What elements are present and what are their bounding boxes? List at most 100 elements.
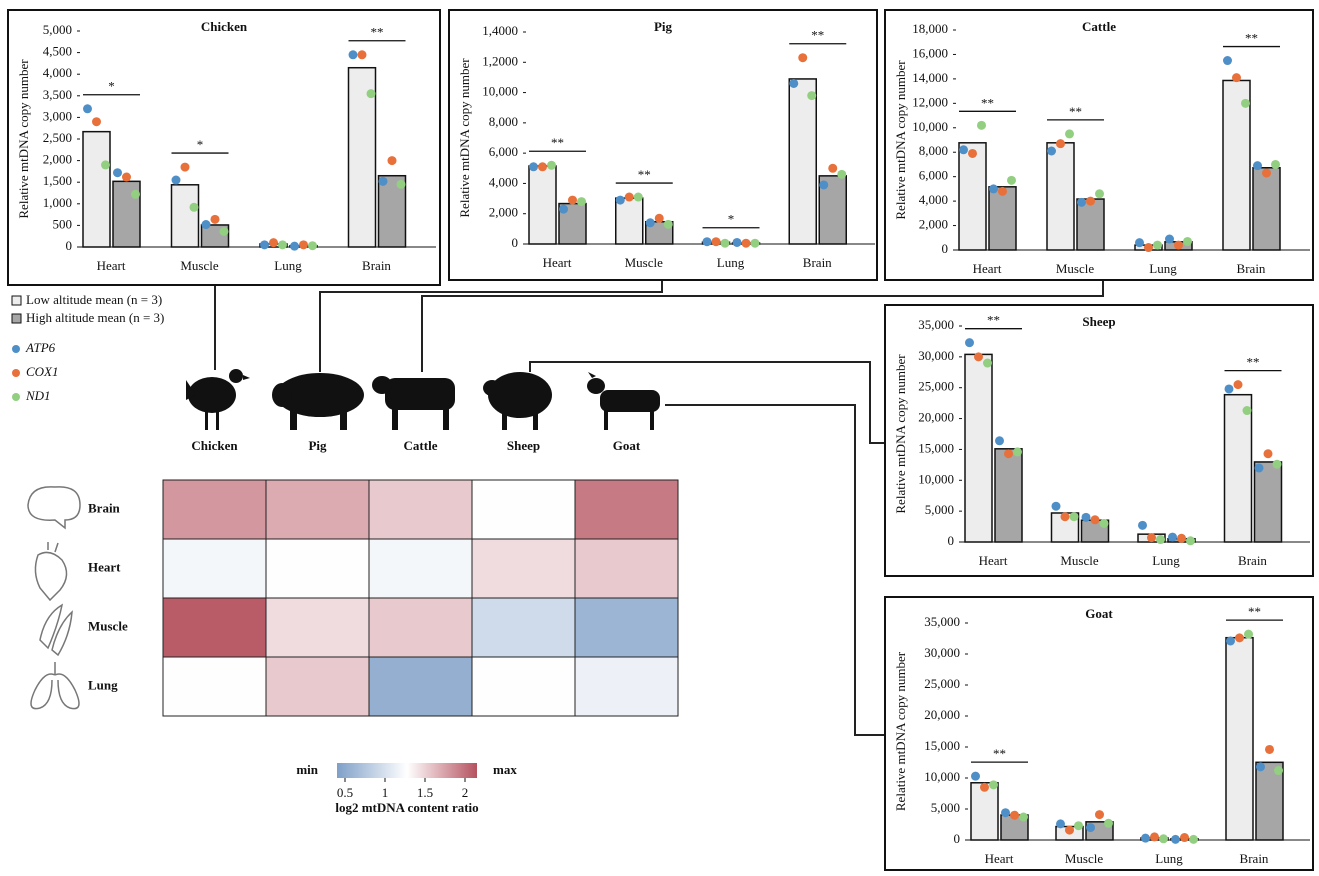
legend-label: ATP6 <box>25 340 56 355</box>
y-tick-label: 8,000 <box>489 114 518 129</box>
heatmap-cell <box>163 657 266 716</box>
y-tick-label: 10,000 <box>918 471 954 486</box>
organ-icons <box>28 487 80 709</box>
y-tick-label: 2,000 <box>43 152 72 167</box>
colorbar-tick-label: 1 <box>382 785 389 800</box>
data-point <box>1001 808 1010 817</box>
heatmap-cell <box>472 480 575 539</box>
data-point <box>995 436 1004 445</box>
data-point <box>172 176 181 185</box>
y-tick-label: 1,000 <box>43 195 72 210</box>
x-tick-label: Lung <box>274 258 302 273</box>
bar <box>1225 395 1252 542</box>
y-tick-label: 4,000 <box>489 174 518 189</box>
data-point <box>190 203 199 212</box>
significance-label: * <box>197 137 204 152</box>
heatmap-cell <box>472 657 575 716</box>
bar <box>995 449 1022 542</box>
bar <box>965 354 992 542</box>
colorbar-tick-label: 2 <box>462 785 469 800</box>
data-point <box>733 238 742 247</box>
data-point <box>1243 406 1252 415</box>
y-tick-label: 500 <box>53 216 73 231</box>
chart-title: Sheep <box>1082 314 1115 329</box>
heatmap-cell <box>369 539 472 598</box>
significance-label: ** <box>987 313 1000 328</box>
data-point <box>789 79 798 88</box>
data-point <box>1235 633 1244 642</box>
data-point <box>1144 243 1153 252</box>
data-point <box>712 237 721 246</box>
data-point <box>1165 235 1174 244</box>
legend-label: COX1 <box>26 364 59 379</box>
data-point <box>397 180 406 189</box>
x-tick-label: Muscle <box>625 255 664 270</box>
colorbar-min-label: min <box>296 762 318 777</box>
lung-icon <box>31 662 79 709</box>
brain-icon <box>28 487 80 528</box>
data-point <box>1234 380 1243 389</box>
data-point <box>983 359 992 368</box>
heatmap-cell <box>163 598 266 657</box>
data-point <box>388 156 397 165</box>
data-point <box>1074 821 1083 830</box>
x-tick-label: Heart <box>985 851 1014 866</box>
data-point <box>1004 449 1013 458</box>
data-point <box>1086 197 1095 206</box>
data-point <box>989 184 998 193</box>
data-point <box>349 50 358 59</box>
data-point <box>721 239 730 248</box>
y-tick-label: 2,000 <box>919 217 948 232</box>
data-point <box>625 193 634 202</box>
data-point <box>92 117 101 126</box>
data-point <box>742 239 751 248</box>
y-tick-label: 0 <box>66 238 73 253</box>
data-point <box>1135 238 1144 247</box>
data-point <box>1156 535 1165 544</box>
data-point <box>1019 813 1028 822</box>
significance-label: ** <box>993 746 1006 761</box>
legend-marker <box>12 369 20 377</box>
data-point <box>971 772 980 781</box>
x-tick-label: Brain <box>1238 553 1267 568</box>
bar <box>172 185 199 247</box>
muscle-icon <box>40 605 72 655</box>
heatmap-cell <box>163 539 266 598</box>
x-tick-label: Heart <box>979 553 1008 568</box>
data-point <box>634 193 643 202</box>
y-tick-label: 5,000 <box>43 22 72 37</box>
legend: Low altitude mean (n = 3) High altitude … <box>12 292 164 325</box>
y-tick-label: 2,500 <box>43 130 72 145</box>
x-tick-label: Heart <box>543 255 572 270</box>
data-point <box>828 164 837 173</box>
x-tick-label: Muscle <box>1056 261 1095 276</box>
data-point <box>1138 521 1147 530</box>
data-point <box>1082 513 1091 522</box>
heatmap-cell <box>266 480 369 539</box>
data-point <box>202 220 211 229</box>
animal-silhouettes <box>186 369 660 430</box>
bar <box>83 132 110 247</box>
heatmap-cell <box>163 480 266 539</box>
data-point <box>220 227 229 236</box>
y-tick-label: 1,4000 <box>482 23 518 38</box>
data-point <box>1262 169 1271 178</box>
y-tick-label: 5,000 <box>931 800 960 815</box>
connector <box>422 280 1103 372</box>
data-point <box>1095 810 1104 819</box>
y-tick-label: 25,000 <box>924 676 960 691</box>
data-point <box>959 145 968 154</box>
column-label: Chicken <box>191 438 238 453</box>
data-point <box>122 173 131 182</box>
data-point <box>1177 534 1186 543</box>
row-label: Brain <box>88 500 121 515</box>
data-point <box>1056 819 1065 828</box>
data-point <box>1168 533 1177 542</box>
x-tick-label: Lung <box>1155 851 1183 866</box>
data-point <box>1256 762 1265 771</box>
row-label: Heart <box>88 559 121 574</box>
y-tick-label: 1,500 <box>43 173 72 188</box>
data-point <box>616 196 625 205</box>
data-point <box>1141 834 1150 843</box>
data-point <box>1061 512 1070 521</box>
